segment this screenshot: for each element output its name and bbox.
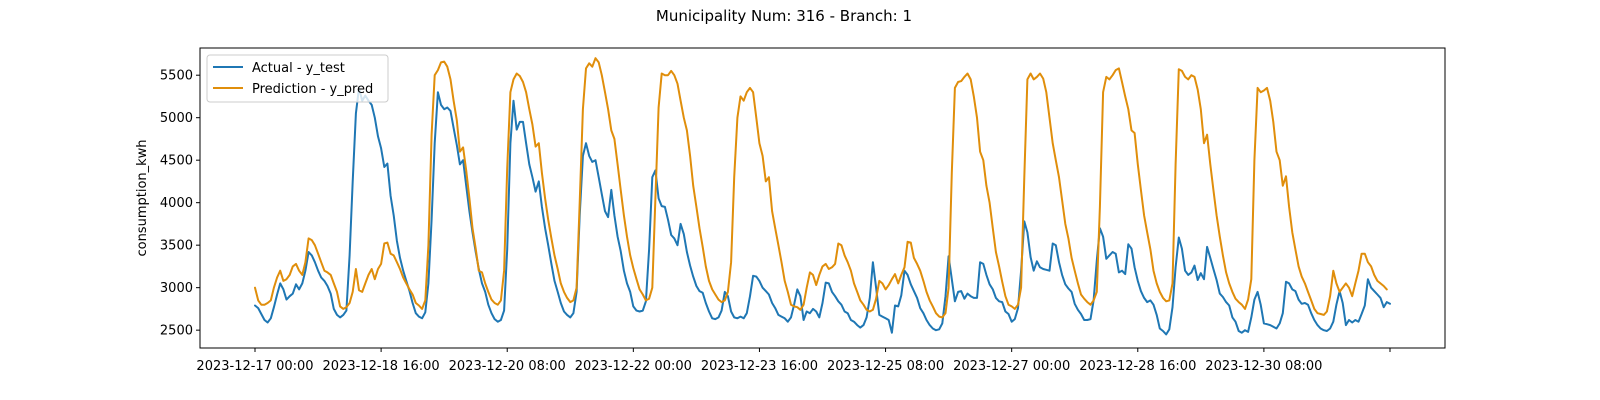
y-axis-label: consumption_kwh — [135, 139, 150, 256]
x-axis: 2023-12-17 00:00 2023-12-18 16:00 2023-12-… — [196, 348, 1391, 374]
series-line-prediction — [254, 57, 1388, 319]
legend-label-prediction: Prediction - y_pred — [252, 82, 373, 97]
y-tick-label: 2500 — [160, 324, 193, 339]
series-lines — [254, 57, 1391, 336]
series-line-actual — [254, 86, 1391, 336]
x-tick-label: 2023-12-18 16:00 — [323, 359, 440, 374]
x-tick-label: 2023-12-27 00:00 — [953, 359, 1070, 374]
x-tick-label: 2023-12-20 08:00 — [449, 359, 566, 374]
y-tick-label: 3000 — [160, 281, 193, 296]
chart-title: Municipality Num: 316 - Branch: 1 — [656, 7, 912, 25]
x-tick-label: 2023-12-25 08:00 — [827, 359, 944, 374]
y-tick-label: 5000 — [160, 111, 193, 126]
x-tick-label: 2023-12-28 16:00 — [1079, 359, 1196, 374]
x-tick-label: 2023-12-23 16:00 — [701, 359, 818, 374]
plot-area — [199, 47, 1446, 349]
legend-label-actual: Actual - y_test — [252, 61, 345, 76]
y-tick-label: 3500 — [160, 239, 193, 254]
x-tick-label: 2023-12-22 00:00 — [575, 359, 692, 374]
legend-box — [206, 54, 389, 103]
y-tick-label: 4500 — [160, 154, 193, 169]
x-tick-label: 2023-12-17 00:00 — [196, 359, 313, 374]
x-tick-label: 2023-12-30 08:00 — [1205, 359, 1322, 374]
legend: Actual - y_test Prediction - y_pred — [206, 54, 389, 103]
y-tick-label: 4000 — [160, 196, 193, 211]
y-tick-label: 5500 — [160, 69, 193, 84]
y-axis: 2500 3000 3500 4000 4500 5000 5500 — [160, 69, 200, 339]
